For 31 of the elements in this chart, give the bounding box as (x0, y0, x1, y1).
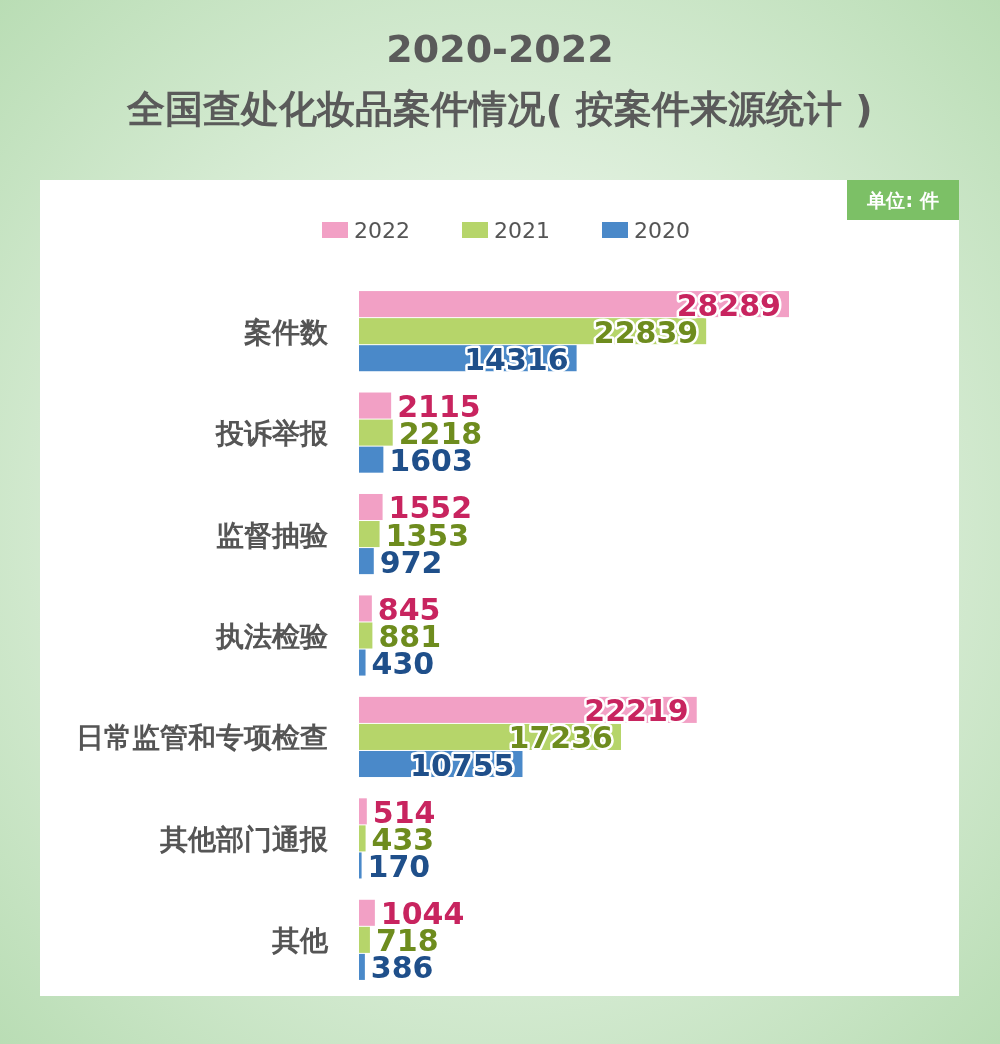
text: 单位: 件 (866, 189, 939, 211)
data-label: 430 (371, 646, 435, 682)
y-tick-label: 监督抽验 (216, 518, 329, 552)
bar (359, 852, 362, 879)
bar (359, 521, 380, 548)
data-label: 14316 (464, 341, 569, 377)
y-tick-label: 投诉举报 (215, 417, 329, 451)
y-tick-label: 案件数 (243, 315, 329, 349)
bar (359, 899, 375, 926)
bar (359, 419, 393, 446)
chart-subtitle: 全国查处化妆品案件情况( 按案件来源统计 ) (126, 87, 873, 131)
bar (359, 798, 367, 825)
bar (359, 595, 372, 622)
bar (359, 392, 392, 419)
y-tick-label: 执法检验 (215, 620, 329, 653)
bar (359, 926, 370, 953)
chart-title: 2020-2022 (386, 27, 614, 71)
data-label: 10755 (410, 747, 515, 783)
legend-label: 2020 (634, 218, 690, 243)
bar (359, 622, 373, 649)
bar (359, 548, 374, 575)
legend-label: 2021 (494, 218, 550, 243)
bar (359, 649, 366, 676)
y-tick-label: 其他部门通报 (159, 822, 329, 856)
bar (359, 446, 384, 473)
legend-label: 2022 (354, 218, 410, 243)
bar (359, 953, 365, 980)
bar (359, 493, 383, 521)
y-tick-label: 其他 (271, 924, 329, 958)
bar (359, 825, 366, 852)
y-tick-label: 日常监管和专项检查 (76, 721, 328, 755)
